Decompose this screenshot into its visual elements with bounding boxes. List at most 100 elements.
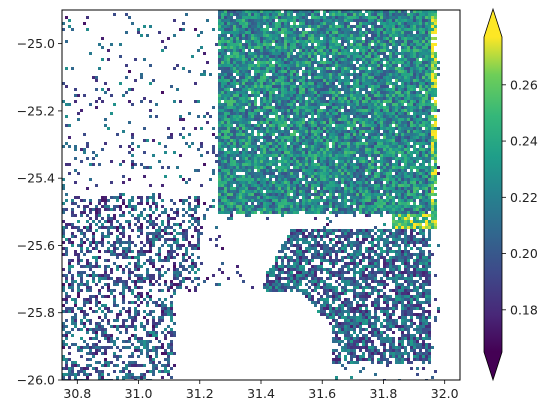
- raster-cell: [428, 22, 431, 25]
- raster-cell: [386, 91, 389, 94]
- raster-cell: [293, 73, 296, 76]
- raster-cell: [173, 19, 176, 22]
- raster-cell: [236, 37, 239, 40]
- raster-cell: [287, 178, 290, 181]
- raster-cell: [230, 151, 233, 154]
- raster-cell: [254, 97, 257, 100]
- raster-cell: [335, 163, 338, 166]
- raster-cell: [83, 208, 86, 211]
- raster-cell: [407, 43, 410, 46]
- raster-cell: [248, 34, 251, 37]
- raster-cell: [302, 10, 305, 13]
- raster-cell: [416, 190, 419, 193]
- raster-cell: [296, 130, 299, 133]
- raster-cell: [305, 25, 308, 28]
- raster-cell: [389, 37, 392, 40]
- raster-cell: [350, 97, 353, 100]
- raster-cell: [428, 202, 431, 205]
- raster-cell: [284, 31, 287, 34]
- raster-cell: [362, 106, 365, 109]
- raster-cell: [254, 100, 257, 103]
- raster-cell: [317, 199, 320, 202]
- raster-cell: [413, 22, 416, 25]
- raster-cell: [131, 136, 134, 139]
- raster-cell: [413, 43, 416, 46]
- raster-cell: [323, 82, 326, 85]
- raster-cell: [329, 106, 332, 109]
- raster-cell: [398, 121, 401, 124]
- raster-cell: [338, 49, 341, 52]
- raster-cell: [326, 196, 329, 199]
- raster-cell: [359, 64, 362, 67]
- raster-cell: [353, 139, 356, 142]
- raster-cell: [416, 34, 419, 37]
- raster-cell: [341, 46, 344, 49]
- raster-cell: [407, 64, 410, 67]
- raster-cell: [368, 91, 371, 94]
- raster-cell: [224, 46, 227, 49]
- raster-cell: [293, 190, 296, 193]
- raster-cell: [296, 172, 299, 175]
- raster-cell: [320, 46, 323, 49]
- raster-cell: [332, 163, 335, 166]
- raster-cell: [251, 79, 254, 82]
- raster-cell: [230, 61, 233, 64]
- raster-cell: [410, 85, 413, 88]
- raster-cell: [410, 106, 413, 109]
- raster-cell: [320, 175, 323, 178]
- raster-cell: [287, 112, 290, 115]
- raster-cell: [386, 187, 389, 190]
- raster-cell: [431, 79, 434, 82]
- raster-cell: [404, 22, 407, 25]
- raster-cell: [266, 46, 269, 49]
- raster-cell: [296, 25, 299, 28]
- raster-cell: [272, 49, 275, 52]
- raster-cell: [239, 73, 242, 76]
- raster-cell: [359, 121, 362, 124]
- raster-cell: [302, 43, 305, 46]
- raster-cell: [344, 94, 347, 97]
- raster-cell: [221, 205, 224, 208]
- raster-cell: [404, 205, 407, 208]
- raster-cell: [221, 118, 224, 121]
- raster-cell: [413, 184, 416, 187]
- raster-cell: [395, 16, 398, 19]
- raster-cell: [428, 28, 431, 31]
- raster-cell: [110, 196, 113, 199]
- raster-cell: [413, 16, 416, 19]
- raster-cell: [278, 100, 281, 103]
- raster-cell: [320, 205, 323, 208]
- raster-cell: [251, 34, 254, 37]
- raster-cell: [389, 31, 392, 34]
- raster-cell: [383, 169, 386, 172]
- raster-cell: [344, 100, 347, 103]
- raster-cell: [287, 67, 290, 70]
- raster-cell: [416, 85, 419, 88]
- raster-cell: [347, 151, 350, 154]
- raster-cell: [386, 94, 389, 97]
- raster-cell: [428, 79, 431, 82]
- raster-cell: [410, 187, 413, 190]
- raster-cell: [236, 82, 239, 85]
- raster-cell: [221, 70, 224, 73]
- raster-cell: [257, 79, 260, 82]
- raster-cell: [326, 184, 329, 187]
- raster-cell: [341, 100, 344, 103]
- raster-cell: [293, 187, 296, 190]
- raster-cell: [308, 67, 311, 70]
- raster-cell: [245, 13, 248, 16]
- raster-cell: [293, 103, 296, 106]
- raster-cell: [329, 58, 332, 61]
- raster-cell: [290, 190, 293, 193]
- raster-cell: [242, 70, 245, 73]
- raster-cell: [278, 22, 281, 25]
- raster-cell: [392, 94, 395, 97]
- raster-cell: [356, 85, 359, 88]
- raster-cell: [83, 205, 86, 208]
- raster-cell: [251, 166, 254, 169]
- raster-cell: [305, 130, 308, 133]
- raster-cell: [278, 133, 281, 136]
- raster-cell: [389, 28, 392, 31]
- raster-cell: [335, 67, 338, 70]
- raster-cell: [263, 22, 266, 25]
